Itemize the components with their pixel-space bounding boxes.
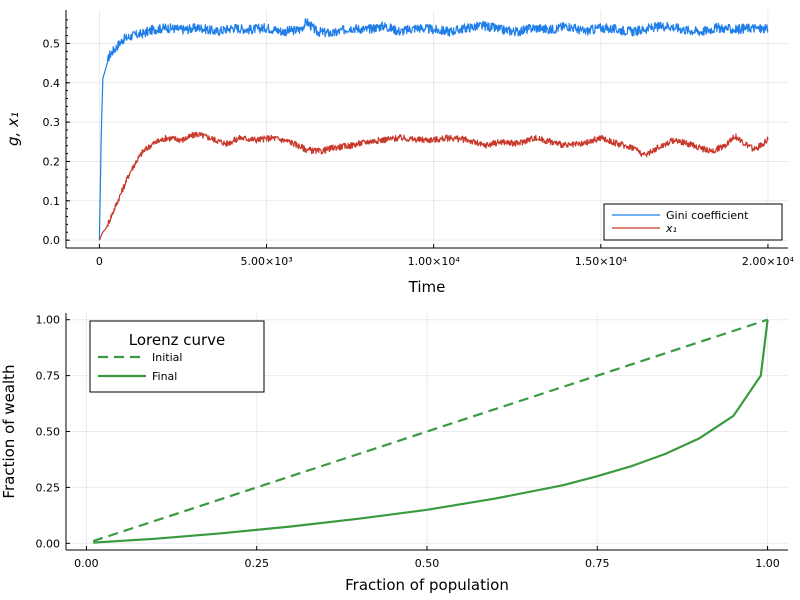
lorenz-legend-title: Lorenz curve	[129, 331, 226, 349]
gini-series-line-2	[98, 131, 769, 241]
gini-x-axis-label: Time	[408, 278, 446, 296]
gini-x-tick-label: 1.50×10⁴	[575, 255, 628, 268]
gini-legend-label-1: Gini coefficient	[666, 209, 749, 222]
lorenz-x-axis-label: Fraction of population	[345, 576, 509, 594]
lorenz-y-tick-label: 0.25	[36, 481, 61, 494]
lorenz-x-tick-label: 0.00	[74, 557, 99, 570]
lorenz-x-tick-label: 0.25	[244, 557, 269, 570]
lorenz-x-tick-label: 1.00	[755, 557, 780, 570]
lorenz-y-tick-label: 0.50	[36, 426, 61, 439]
gini-y-tick-label: 0.5	[43, 37, 61, 50]
gini-y-tick-label: 0.2	[43, 155, 61, 168]
gini-y-tick-label: 0.3	[43, 116, 61, 129]
gini-x-tick-label: 2.00×10⁴	[742, 255, 795, 268]
gini-legend-label-2: x₁	[665, 222, 677, 235]
lorenz-y-tick-label: 0.75	[36, 370, 61, 383]
lorenz-y-tick-label: 1.00	[36, 314, 61, 327]
gini-y-tick-label: 0.0	[43, 234, 61, 247]
lorenz-legend-label-2: Final	[152, 370, 177, 383]
lorenz-y-tick-label: 0.00	[36, 537, 61, 550]
lorenz-x-tick-label: 0.50	[415, 557, 440, 570]
gini-legend-box	[603, 203, 783, 241]
gini-x-tick-label: 5.00×10³	[240, 255, 292, 268]
lorenz-series-line-1	[92, 318, 768, 543]
lorenz-series-line-2	[93, 319, 769, 544]
gini-y-tick-label: 0.4	[43, 77, 61, 90]
lorenz-x-tick-label: 0.75	[585, 557, 610, 570]
gini-x-tick-label: 1.00×10⁴	[408, 255, 461, 268]
lorenz-plot: 0.00 0.25 0.50 0.75 1.00 0.00 0.25 0.50 0.75 1.00…	[0, 313, 788, 594]
lorenz-y-axis-label: Fraction of wealth	[0, 364, 18, 498]
gini-y-axis-label: g, x₁	[4, 112, 22, 146]
gini-plot: 0 5.00×10³ 1.00×10⁴ 1.50×10⁴ 2.00×10⁴ 0.0 0.1 0…	[4, 10, 795, 296]
lorenz-legend-label-1: Initial	[152, 351, 182, 364]
gini-x-tick-label: 0	[96, 255, 103, 268]
gini-series-line-1	[98, 18, 769, 241]
gini-y-tick-label: 0.1	[43, 195, 61, 208]
